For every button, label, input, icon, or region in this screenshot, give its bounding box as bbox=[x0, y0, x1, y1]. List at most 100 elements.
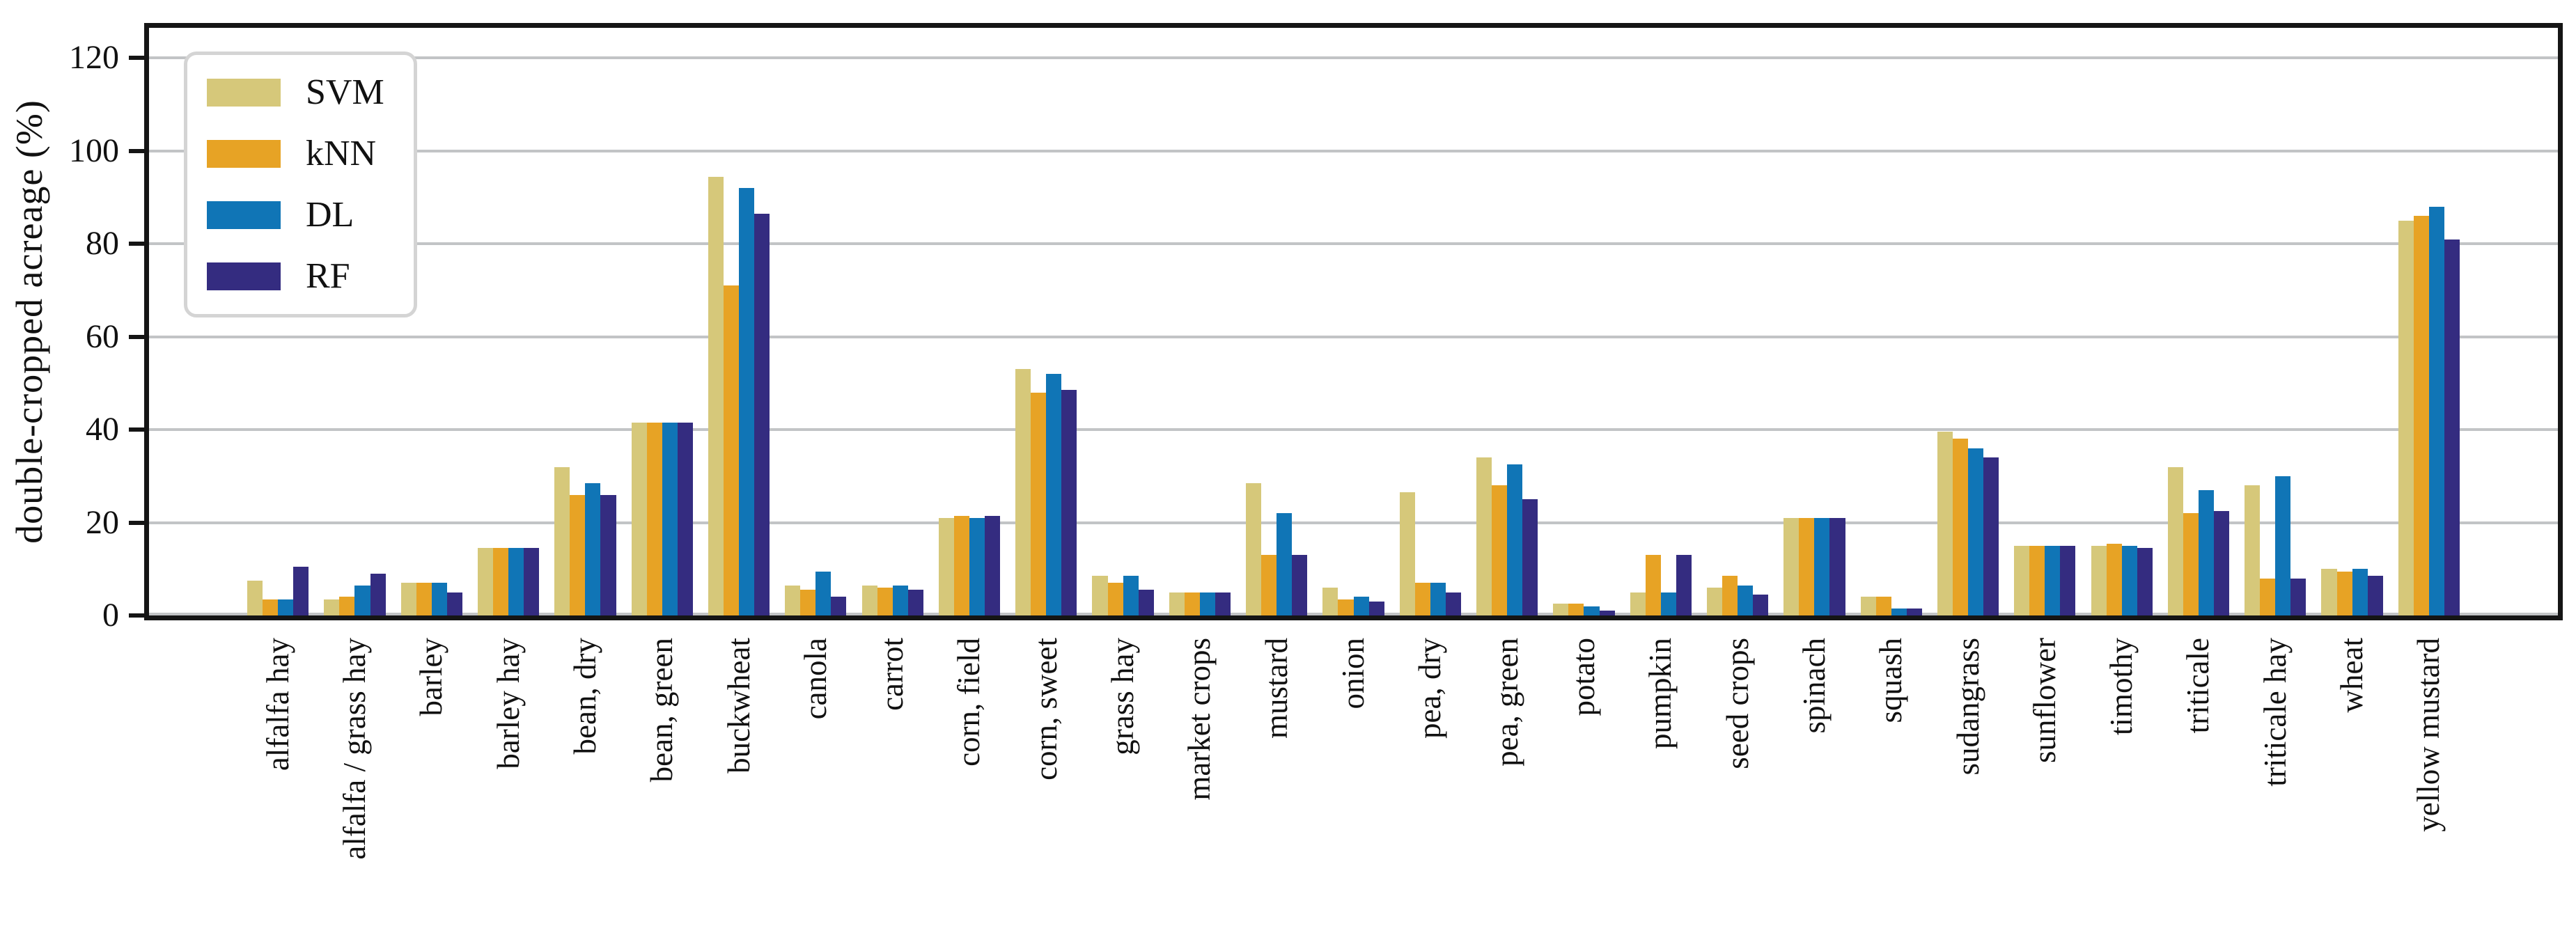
x-tick-label: bean, green bbox=[644, 638, 680, 783]
bar-group bbox=[547, 28, 623, 615]
bar-group bbox=[854, 28, 931, 615]
bar-knn bbox=[1799, 517, 1815, 615]
bar-rf bbox=[1292, 555, 1308, 615]
y-tick-mark bbox=[129, 520, 144, 525]
bar-dl bbox=[1584, 606, 1600, 615]
bar-knn bbox=[416, 583, 432, 615]
y-tick-mark bbox=[129, 334, 144, 339]
bar-group bbox=[393, 28, 470, 615]
bar-knn bbox=[2029, 545, 2045, 615]
bar-group bbox=[1084, 28, 1161, 615]
bar-rf bbox=[1753, 594, 1769, 615]
bar-group bbox=[2237, 28, 2313, 615]
bar-dl bbox=[1353, 597, 1369, 615]
x-tick-cell: bean, green bbox=[624, 638, 701, 937]
bar-svm bbox=[247, 580, 263, 615]
x-tick-label: yellow mustard bbox=[2411, 638, 2446, 832]
x-tick-cell: barley bbox=[393, 638, 470, 937]
x-tick-label: seed crops bbox=[1719, 638, 1755, 769]
bar-svm bbox=[1246, 482, 1262, 615]
bar-rf bbox=[1445, 592, 1461, 615]
bar-knn bbox=[2336, 571, 2352, 615]
x-tick-cell: sudangrass bbox=[1930, 638, 2006, 937]
bar-knn bbox=[1952, 439, 1969, 615]
x-tick-cell: timothy bbox=[2084, 638, 2160, 937]
bar-knn bbox=[2106, 543, 2122, 615]
bar-group bbox=[931, 28, 1008, 615]
bar-group bbox=[1315, 28, 1391, 615]
bar-dl bbox=[2198, 489, 2215, 615]
x-tick-cell: onion bbox=[1315, 638, 1391, 937]
bar-knn bbox=[2260, 578, 2276, 615]
x-tick-cell: corn, field bbox=[931, 638, 1008, 937]
legend-label: SVM bbox=[306, 72, 384, 112]
bar-svm bbox=[2167, 466, 2183, 615]
bar-rf bbox=[907, 590, 923, 615]
bar-knn bbox=[1031, 392, 1047, 615]
x-tick-cell: bean, dry bbox=[547, 638, 623, 937]
bar-dl bbox=[1814, 517, 1830, 615]
bar-group bbox=[1238, 28, 1315, 615]
bar-rf bbox=[446, 592, 462, 615]
bar-group bbox=[2313, 28, 2390, 615]
bar-knn bbox=[953, 515, 969, 615]
bar-dl bbox=[2045, 545, 2061, 615]
x-tick-cell: spinach bbox=[1776, 638, 1852, 937]
bar-dl bbox=[508, 548, 524, 615]
bar-dl bbox=[1891, 609, 1907, 615]
bar-knn bbox=[1645, 555, 1661, 615]
x-tick-cell: grass hay bbox=[1084, 638, 1161, 937]
bar-rf bbox=[831, 597, 847, 615]
plot-area: SVM kNN DL RF bbox=[144, 23, 2563, 620]
bar-rf bbox=[1829, 517, 1845, 615]
x-tick-label: bean, dry bbox=[567, 638, 602, 755]
bar-svm bbox=[1092, 576, 1108, 615]
bar-dl bbox=[969, 517, 985, 615]
bar-rf bbox=[754, 213, 770, 615]
gridline-20 bbox=[149, 521, 2558, 524]
bar-svm bbox=[1553, 604, 1569, 615]
bar-svm bbox=[1476, 457, 1492, 615]
bar-group bbox=[777, 28, 854, 615]
bar-rf bbox=[2060, 545, 2076, 615]
legend-swatch-dl bbox=[207, 201, 281, 229]
bar-svm bbox=[477, 548, 494, 615]
x-tick-cell: pea, green bbox=[1469, 638, 1545, 937]
x-tick-cell: sunflower bbox=[2006, 638, 2083, 937]
bar-knn bbox=[1722, 576, 1738, 615]
bar-dl bbox=[1199, 592, 1215, 615]
legend-item: kNN bbox=[207, 136, 384, 172]
bar-knn bbox=[800, 590, 816, 615]
bar-svm bbox=[2398, 220, 2414, 615]
y-tick-label: 20 bbox=[86, 503, 119, 541]
bar-svm bbox=[1399, 492, 1415, 615]
x-tick-label: potato bbox=[1566, 638, 1601, 716]
legend-item: DL bbox=[207, 197, 384, 233]
y-tick-label: 100 bbox=[69, 132, 119, 169]
bar-dl bbox=[1123, 576, 1139, 615]
x-tick-label: alfalfa hay bbox=[260, 638, 295, 771]
legend: SVM kNN DL RF bbox=[184, 52, 417, 317]
bar-svm bbox=[1860, 597, 1876, 615]
bar-dl bbox=[662, 423, 678, 615]
bar-rf bbox=[1983, 457, 1999, 615]
x-tick-label: sunflower bbox=[2027, 638, 2062, 763]
bar-knn bbox=[1261, 555, 1277, 615]
x-tick-cell: pumpkin bbox=[1623, 638, 1699, 937]
bar-dl bbox=[2352, 569, 2368, 615]
bar-svm bbox=[631, 423, 647, 615]
x-axis-labels: alfalfa hay alfalfa / grass hay barley barl… bbox=[149, 638, 2558, 937]
bar-svm bbox=[324, 599, 340, 615]
bar-dl bbox=[2121, 545, 2137, 615]
bar-svm bbox=[785, 585, 801, 615]
x-tick-label: onion bbox=[1336, 638, 1371, 709]
x-tick-label: triticale bbox=[2180, 638, 2216, 734]
bar-dl bbox=[2428, 206, 2444, 615]
bar-rf bbox=[1215, 592, 1231, 615]
bar-group bbox=[2160, 28, 2237, 615]
bar-group bbox=[624, 28, 701, 615]
bar-dl bbox=[431, 583, 447, 615]
bar-dl bbox=[1046, 374, 1062, 615]
gridline-40 bbox=[149, 428, 2558, 432]
x-tick-cell: market crops bbox=[1162, 638, 1238, 937]
